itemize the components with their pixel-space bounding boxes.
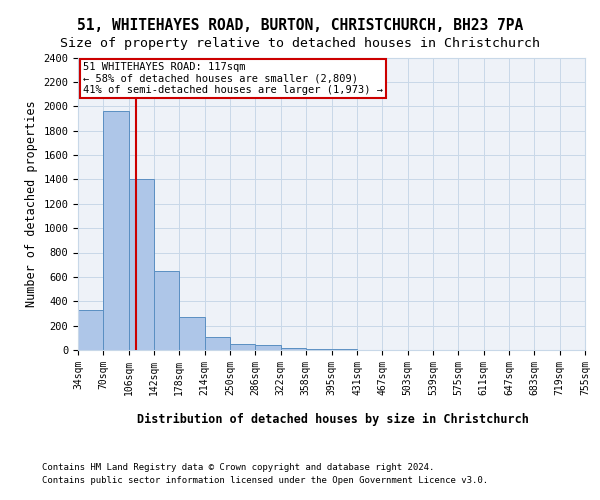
Bar (205, 337, 230, 350)
Bar (306, 349, 332, 350)
Bar (255, 346, 281, 350)
Bar (154, 272, 179, 350)
Text: 51 WHITEHAYES ROAD: 117sqm
← 58% of detached houses are smaller (2,809)
41% of s: 51 WHITEHAYES ROAD: 117sqm ← 58% of deta… (83, 62, 383, 95)
Bar (103, 111, 128, 350)
Text: Contains public sector information licensed under the Open Government Licence v3: Contains public sector information licen… (42, 476, 488, 485)
Bar (179, 317, 205, 350)
Text: 51, WHITEHAYES ROAD, BURTON, CHRISTCHURCH, BH23 7PA: 51, WHITEHAYES ROAD, BURTON, CHRISTCHURC… (77, 18, 523, 32)
Text: Contains HM Land Registry data © Crown copyright and database right 2024.: Contains HM Land Registry data © Crown c… (42, 462, 434, 471)
Bar (230, 344, 255, 350)
Y-axis label: Number of detached properties: Number of detached properties (25, 100, 38, 307)
Text: Size of property relative to detached houses in Christchurch: Size of property relative to detached ho… (60, 38, 540, 51)
Bar (78, 310, 103, 350)
Bar (281, 348, 306, 350)
Text: Distribution of detached houses by size in Christchurch: Distribution of detached houses by size … (137, 412, 529, 426)
Bar (128, 180, 154, 350)
